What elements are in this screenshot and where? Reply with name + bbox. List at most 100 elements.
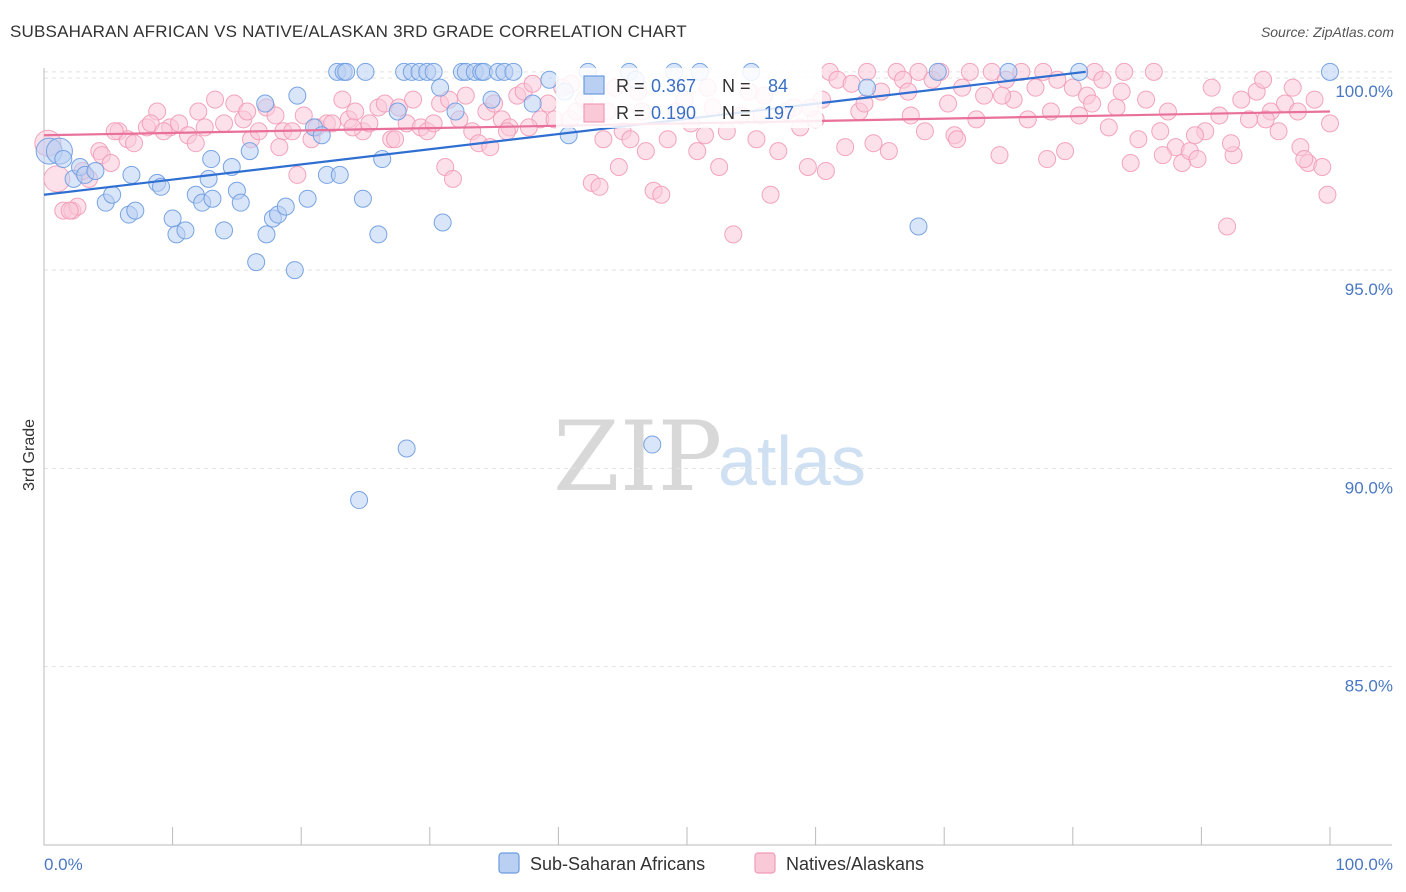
point-natives <box>621 130 640 149</box>
point-natives <box>652 185 671 204</box>
point-natives <box>101 154 120 173</box>
point-sub-saharan <box>369 225 388 244</box>
point-natives <box>975 86 994 105</box>
point-natives <box>360 114 379 133</box>
point-natives <box>1099 118 1118 137</box>
stat-r-label-blue: R = <box>616 76 645 96</box>
point-natives <box>1112 82 1131 101</box>
point-natives <box>948 130 967 149</box>
point-sub-saharan <box>240 142 259 161</box>
point-natives <box>343 118 362 137</box>
point-sub-saharan <box>504 62 523 81</box>
point-sub-saharan <box>999 62 1018 81</box>
point-sub-saharan <box>482 90 501 109</box>
point-sub-saharan <box>199 169 218 188</box>
point-natives <box>816 161 835 180</box>
point-natives <box>594 130 613 149</box>
point-natives <box>523 74 542 93</box>
point-natives <box>1083 94 1102 113</box>
point-natives <box>990 146 1009 165</box>
point-natives <box>636 142 655 161</box>
point-sub-saharan <box>103 185 122 204</box>
stats-swatch-blue <box>583 75 605 95</box>
trend-line-sub-saharan <box>43 70 1086 196</box>
point-sub-saharan <box>276 197 295 216</box>
point-natives <box>238 102 257 121</box>
axes <box>43 68 1392 846</box>
point-sub-saharan <box>433 213 452 232</box>
point-natives <box>1318 185 1337 204</box>
point-sub-saharan <box>523 94 542 113</box>
point-natives <box>206 90 225 109</box>
point-natives <box>323 114 342 133</box>
point-sub-saharan <box>353 189 372 208</box>
point-natives <box>658 130 677 149</box>
point-natives <box>1153 146 1172 165</box>
point-natives <box>1313 157 1332 176</box>
point-natives <box>915 122 934 141</box>
point-sub-saharan <box>643 435 662 454</box>
point-natives <box>225 94 244 113</box>
point-natives <box>456 86 475 105</box>
y-tick-label: 90.0% <box>1345 478 1393 497</box>
stat-n-value-pink: 197 <box>764 103 794 123</box>
point-natives <box>590 177 609 196</box>
point-natives <box>1129 130 1148 149</box>
point-natives <box>346 102 365 121</box>
point-natives <box>967 110 986 129</box>
legend-label-natives: Natives/Alaskans <box>786 854 924 874</box>
point-natives <box>1063 78 1082 97</box>
point-sub-saharan <box>288 86 307 105</box>
y-tick-label: 100.0% <box>1335 82 1393 101</box>
point-sub-saharan <box>540 70 559 89</box>
point-natives <box>1121 154 1140 173</box>
point-sub-saharan <box>298 189 317 208</box>
point-natives <box>864 134 883 153</box>
legend-swatch-natives <box>754 852 776 874</box>
point-sub-saharan <box>330 165 349 184</box>
point-natives <box>154 122 173 141</box>
point-natives <box>1137 90 1156 109</box>
point-natives <box>443 169 462 188</box>
point-sub-saharan <box>350 491 369 510</box>
point-natives <box>270 138 289 157</box>
point-natives <box>1218 217 1237 236</box>
point-sub-saharan <box>285 261 304 280</box>
point-natives <box>189 102 208 121</box>
chart-title: SUBSAHARAN AFRICAN VS NATIVE/ALASKAN 3RD… <box>10 22 687 41</box>
point-natives <box>1158 102 1177 121</box>
point-natives <box>333 90 352 109</box>
point-natives <box>1038 150 1057 169</box>
point-natives <box>1144 62 1163 81</box>
point-sub-saharan <box>215 221 234 240</box>
point-natives <box>1283 78 1302 97</box>
point-natives <box>266 106 285 125</box>
point-natives <box>1269 122 1288 141</box>
stat-r-value-blue: 0.367 <box>651 76 696 96</box>
point-sub-saharan <box>152 177 171 196</box>
point-sub-saharan <box>203 189 222 208</box>
point-sub-saharan <box>54 150 73 169</box>
point-sub-saharan <box>202 150 221 169</box>
point-natives <box>1305 90 1324 109</box>
point-natives <box>909 62 928 81</box>
stat-r-value-pink: 0.190 <box>651 103 696 123</box>
point-sub-saharan <box>446 102 465 121</box>
point-sub-saharan <box>256 94 275 113</box>
stats-swatch-pink <box>583 103 605 123</box>
point-natives <box>960 62 979 81</box>
stats-box: R = 0.367 N = 84 R = 0.190 N = 197 <box>556 68 822 128</box>
point-natives <box>105 122 124 141</box>
point-natives <box>1151 122 1170 141</box>
stat-n-label-pink: N = <box>722 103 751 123</box>
point-natives <box>798 157 817 176</box>
point-natives <box>1256 110 1275 129</box>
point-sub-saharan <box>909 217 928 236</box>
point-sub-saharan <box>1321 62 1339 81</box>
point-natives <box>497 122 516 141</box>
point-natives <box>696 126 715 145</box>
point-natives <box>1295 150 1314 169</box>
stat-n-label-blue: N = <box>722 76 751 96</box>
stat-r-label-pink: R = <box>616 103 645 123</box>
